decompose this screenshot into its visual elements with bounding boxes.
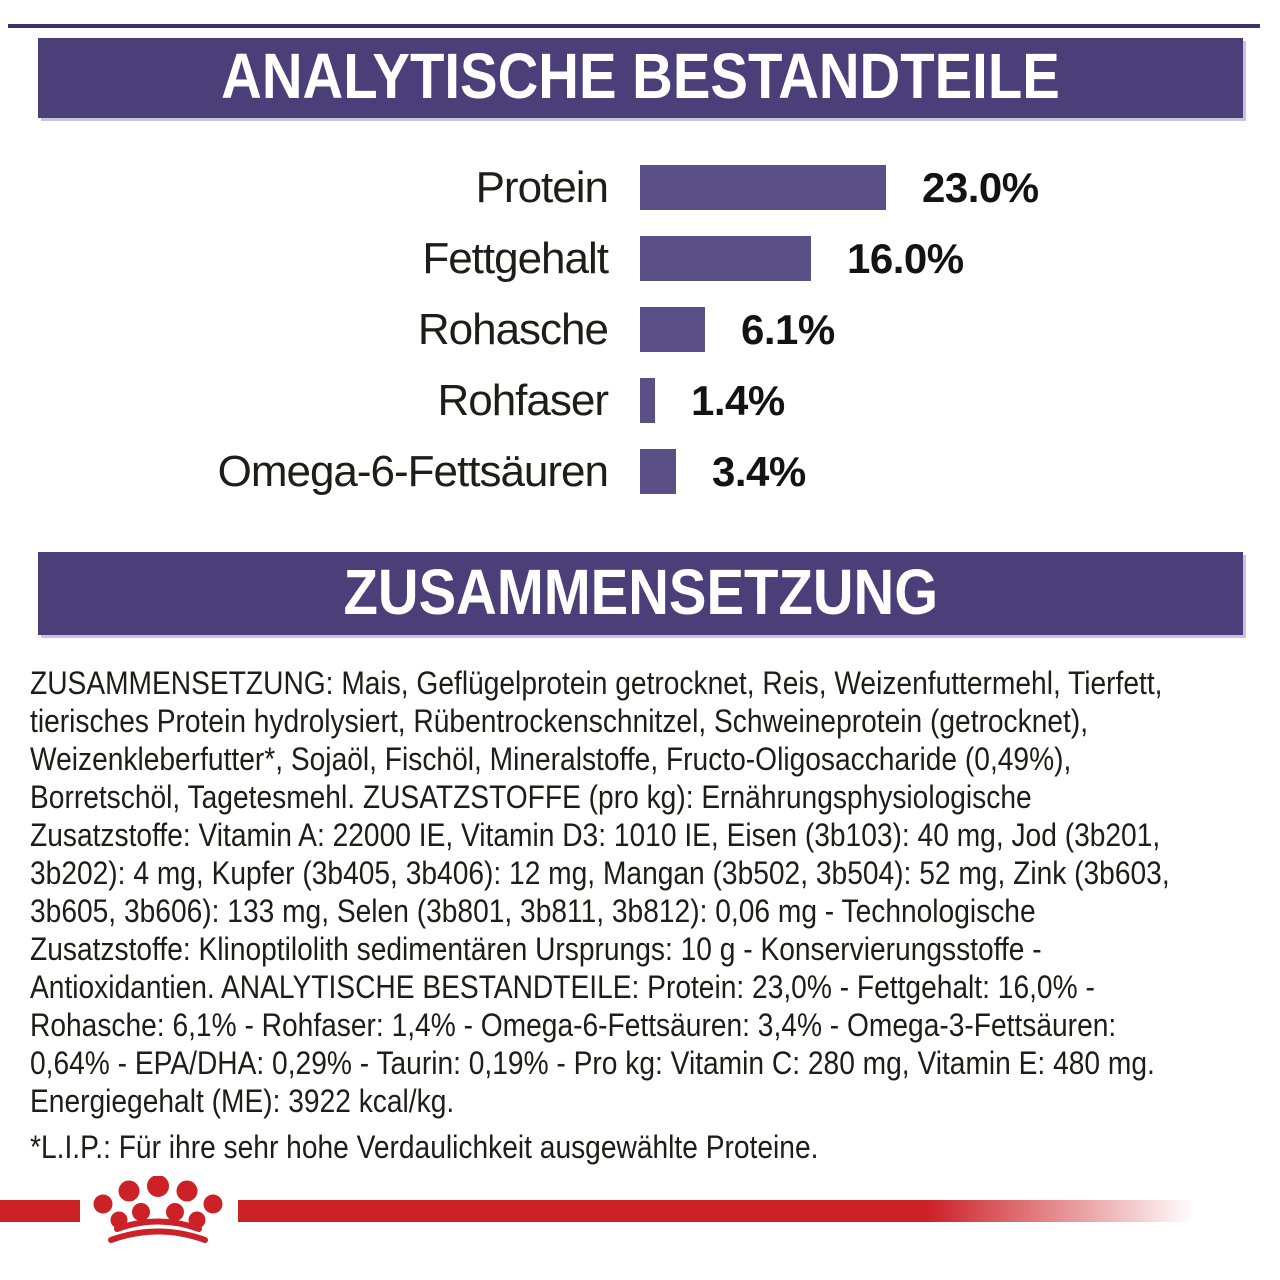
chart-category-label: Protein: [475, 162, 609, 212]
royal-canin-crown-icon: [93, 1176, 223, 1243]
chart-bar: [640, 165, 886, 210]
chart-value-label: 6.1%: [741, 305, 835, 353]
composition-line-11: Energiegehalt (ME): 3922 kcal/kg.: [30, 1083, 455, 1119]
composition-section-title: ZUSAMMENSETZUNG: [343, 555, 938, 628]
composition-text: ZUSAMMENSETZUNG: Mais, Geflügelprotein g…: [30, 664, 1280, 1120]
composition-line-1: tierisches Protein hydrolysiert, Rübentr…: [30, 703, 1089, 739]
chart-row-3: Rohfaser 1.4%: [0, 365, 1280, 436]
chart-row-2: Rohasche 6.1%: [0, 294, 1280, 365]
brand-stripe-left: [0, 1200, 80, 1222]
lip-footnote: *L.I.P.: Für ihre sehr hohe Verdaulichke…: [30, 1129, 819, 1165]
chart-bar: [640, 449, 676, 494]
chart-value-label: 3.4%: [712, 447, 806, 495]
composition-line-2: Weizenkleberfutter*, Sojaöl, Fischöl, Mi…: [30, 741, 1072, 777]
composition-line-0: ZUSAMMENSETZUNG: Mais, Geflügelprotein g…: [30, 665, 1163, 701]
chart-row-1: Fettgehalt 16.0%: [0, 223, 1280, 294]
composition-line-3: Borretschöl, Tagetesmehl. ZUSATZSTOFFE (…: [30, 779, 1032, 815]
chart-bar: [640, 307, 705, 352]
composition-line-8: Antioxidantien. ANALYTISCHE BESTANDTEILE…: [30, 969, 1095, 1005]
chart-value-label: 1.4%: [691, 376, 785, 424]
composition-line-10: 0,64% - EPA/DHA: 0,29% - Taurin: 0,19% -…: [30, 1045, 1155, 1081]
analytical-section-title: ANALYTISCHE BESTANDTEILE: [221, 40, 1060, 112]
chart-category-label: Rohasche: [417, 304, 609, 354]
brand-stripe-right: [238, 1200, 1195, 1222]
composition-line-7: Zusatzstoffe: Klinoptilolith sedimentäre…: [30, 931, 1042, 967]
chart-value-label: 16.0%: [847, 234, 964, 282]
chart-row-4: Omega-6-Fettsäuren 3.4%: [0, 436, 1280, 507]
analytical-bar-chart: Protein 23.0% Fettgehalt 16.0% Rohasche 6.1% R…: [0, 152, 1280, 507]
chart-row-0: Protein 23.0%: [0, 152, 1280, 223]
chart-category-label: Fettgehalt: [422, 233, 609, 283]
chart-category-label: Omega-6-Fettsäuren: [217, 446, 609, 496]
composition-line-9: Rohasche: 6,1% - Rohfaser: 1,4% - Omega-…: [30, 1007, 1117, 1043]
analytical-section-banner: ANALYTISCHE BESTANDTEILE: [38, 38, 1243, 118]
composition-section-banner: ZUSAMMENSETZUNG: [38, 552, 1243, 635]
composition-line-4: Zusatzstoffe: Vitamin A: 22000 IE, Vitam…: [30, 817, 1161, 853]
chart-bar: [640, 378, 655, 423]
composition-line-6: 3b605, 3b606): 133 mg, Selen (3b801, 3b8…: [30, 893, 1036, 929]
chart-category-label: Rohfaser: [437, 375, 609, 425]
chart-bar: [640, 236, 811, 281]
top-divider-line: [8, 24, 1260, 28]
composition-line-5: 3b202): 4 mg, Kupfer (3b405, 3b406): 12 …: [30, 855, 1170, 891]
chart-value-label: 23.0%: [922, 163, 1039, 211]
